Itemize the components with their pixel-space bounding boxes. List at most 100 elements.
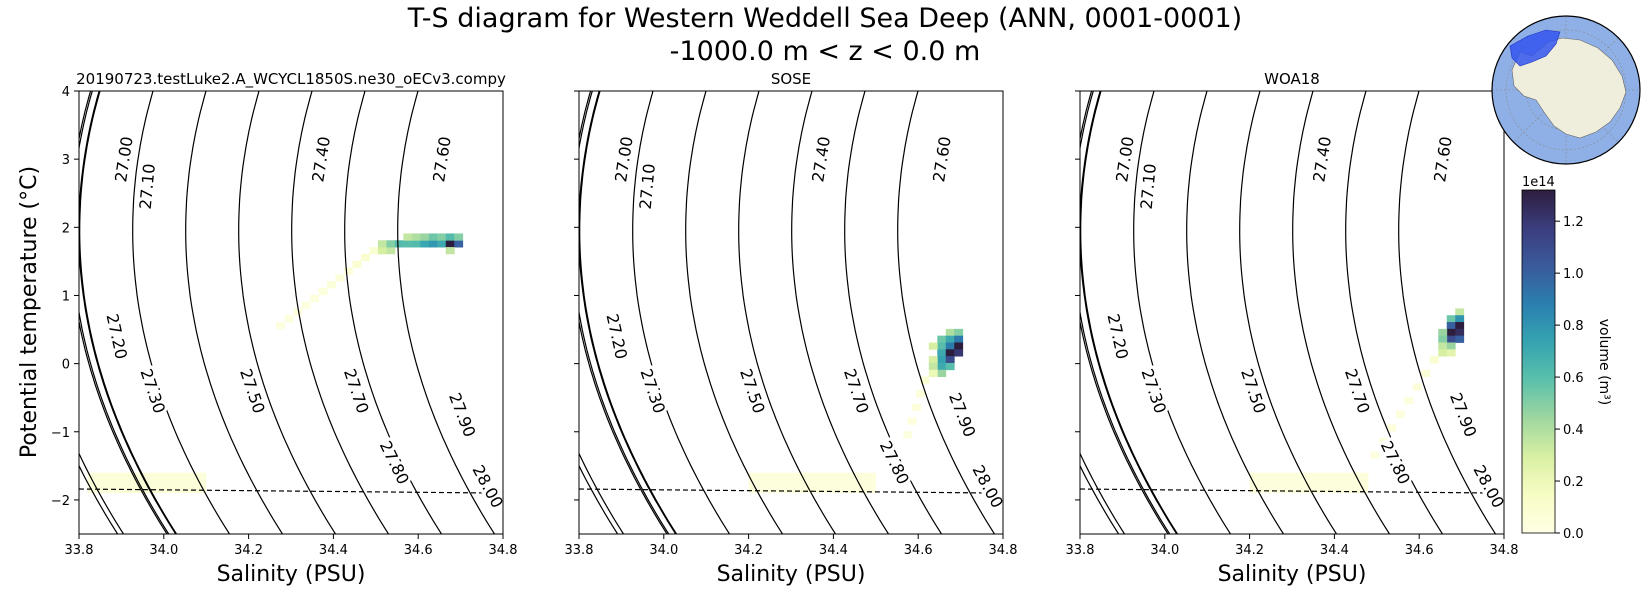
isopycnal-27.60 — [1133, 91, 1232, 534]
contour-label: 27.70 — [340, 366, 373, 415]
isopycnal-28.10 — [397, 91, 496, 534]
isopycnal-27.40 — [1080, 452, 1126, 534]
contour-label: 27.00 — [1112, 135, 1138, 183]
panel-title: SOSE — [771, 70, 811, 88]
contour-label: 27.90 — [945, 390, 979, 440]
x-tick-label: 34.8 — [489, 543, 518, 558]
heatmap-cell — [1446, 342, 1456, 350]
x-tick-label: 34.6 — [404, 543, 433, 558]
isopycnal-28.10 — [897, 91, 996, 534]
isopycnal-27.50 — [1080, 91, 1179, 534]
panel-title: 20190723.testLuke2.A_WCYCL1850S.ne30_oEC… — [76, 70, 506, 89]
contour-label: 27.80 — [876, 438, 913, 488]
heatmap-cell — [437, 233, 447, 241]
isopycnal-27.30 — [579, 464, 619, 534]
contour-label: 27.80 — [1377, 438, 1414, 488]
colorbar-bar — [1521, 189, 1556, 534]
x-tick-label: 33.8 — [65, 543, 94, 558]
contour-label: 27.10 — [1137, 163, 1160, 210]
isopycnal-27.00 — [79, 91, 168, 534]
contour-label: 27.20 — [602, 312, 631, 361]
isopycnal-27.30 — [79, 464, 119, 534]
isopycnal-27.60 — [632, 91, 731, 534]
heatmap-cell — [1455, 335, 1465, 343]
colorbar-tick-label: 0.2 — [1563, 475, 1584, 490]
heatmap-cell — [1412, 383, 1422, 391]
heatmap-cell — [937, 356, 947, 364]
heatmap-cell — [1395, 410, 1405, 418]
heatmap-cell — [1446, 328, 1456, 337]
y-axis-label: Potential temperature (°C) — [17, 166, 42, 458]
contour-label: 27.20 — [1103, 312, 1132, 361]
heatmap-cell — [1455, 315, 1465, 323]
isopycnal-27.00 — [579, 91, 668, 534]
contour-label: 27.00 — [611, 135, 637, 183]
isopycnal-27.10 — [579, 91, 677, 534]
contour-label: 27.70 — [840, 366, 873, 415]
contour-label: 27.70 — [1341, 366, 1374, 415]
antarctica-landmass — [1511, 37, 1627, 139]
heatmap-cell — [954, 328, 964, 337]
colorbar-tick-label: 1.2 — [1563, 215, 1584, 230]
isopycnal-27.90 — [1292, 91, 1391, 534]
heatmap-cell — [1370, 451, 1380, 459]
contour-label: 28.00 — [969, 462, 1007, 511]
x-tick-label: 34.0 — [149, 543, 178, 558]
isopycnal-27.20 — [79, 91, 170, 534]
heatmap-cell — [276, 322, 286, 330]
y-tick-label: 2 — [62, 221, 70, 236]
isopycnal-27.50 — [79, 91, 178, 534]
heatmap-cell — [945, 342, 955, 350]
heatmap-cell — [411, 233, 421, 241]
heatmap-cell — [284, 315, 294, 323]
contour-label: 27.60 — [429, 135, 455, 183]
colorbar-tick-label: 0.6 — [1563, 371, 1584, 386]
heatmap-cell — [403, 233, 413, 241]
heatmap-cell — [327, 281, 336, 289]
x-tick-label: 34.6 — [904, 543, 933, 558]
heatmap-cell — [1455, 322, 1465, 330]
heatmap-cell — [1421, 369, 1431, 377]
y-tick-label: −2 — [51, 494, 70, 509]
heatmap-cell — [344, 267, 353, 275]
isopycnal-27.90 — [791, 91, 890, 534]
contour-label: 27.60 — [1430, 135, 1456, 183]
axes-frame — [1079, 90, 1505, 535]
x-tick-label: 34.8 — [1490, 543, 1519, 558]
heatmap-band — [1249, 472, 1369, 494]
freezing-line — [79, 488, 503, 494]
contour-label: 27.80 — [376, 438, 413, 488]
heatmap-cell — [445, 240, 455, 248]
isopycnal-27.80 — [738, 91, 837, 534]
y-tick-label: 1 — [62, 289, 70, 304]
y-tick-label: −1 — [51, 426, 70, 441]
axes-frame — [78, 90, 504, 535]
contour-label: 27.90 — [445, 390, 479, 440]
colorbar-label: volume (m³) — [1596, 319, 1612, 406]
heatmap-cell — [903, 431, 913, 439]
contour-label: 27.30 — [136, 366, 169, 415]
contour-label: 27.30 — [1137, 366, 1170, 415]
heatmap-cell — [1455, 328, 1465, 337]
contour-label: 27.50 — [1237, 366, 1270, 415]
heatmap-cell — [945, 356, 955, 364]
figure-title-line1: T-S diagram for Western Weddell Sea Deep… — [407, 3, 1242, 34]
heatmap-cell — [386, 240, 396, 248]
heatmap-cell — [377, 247, 387, 255]
isopycnal-28.00 — [1345, 91, 1444, 534]
heatmap-cell — [293, 308, 302, 316]
heatmap-cell — [928, 342, 938, 350]
colorbar-tick-label: 0.0 — [1563, 527, 1584, 542]
x-axis-label: Salinity (PSU) — [1218, 562, 1367, 587]
x-tick-label: 34.2 — [734, 543, 763, 558]
inset-map — [1491, 15, 1641, 165]
isopycnal-28.00 — [844, 91, 943, 534]
contour-label: 28.00 — [1470, 462, 1508, 511]
heatmap-cell — [301, 301, 311, 309]
heatmap-cell — [1438, 328, 1448, 337]
contour-label: 28.00 — [469, 462, 507, 511]
heatmap-cell — [386, 247, 396, 255]
colorbar: 1e14 0.0 0.2 0.4 0.6 0.8 1.0 1.2 volume (m³) — [1521, 175, 1612, 542]
